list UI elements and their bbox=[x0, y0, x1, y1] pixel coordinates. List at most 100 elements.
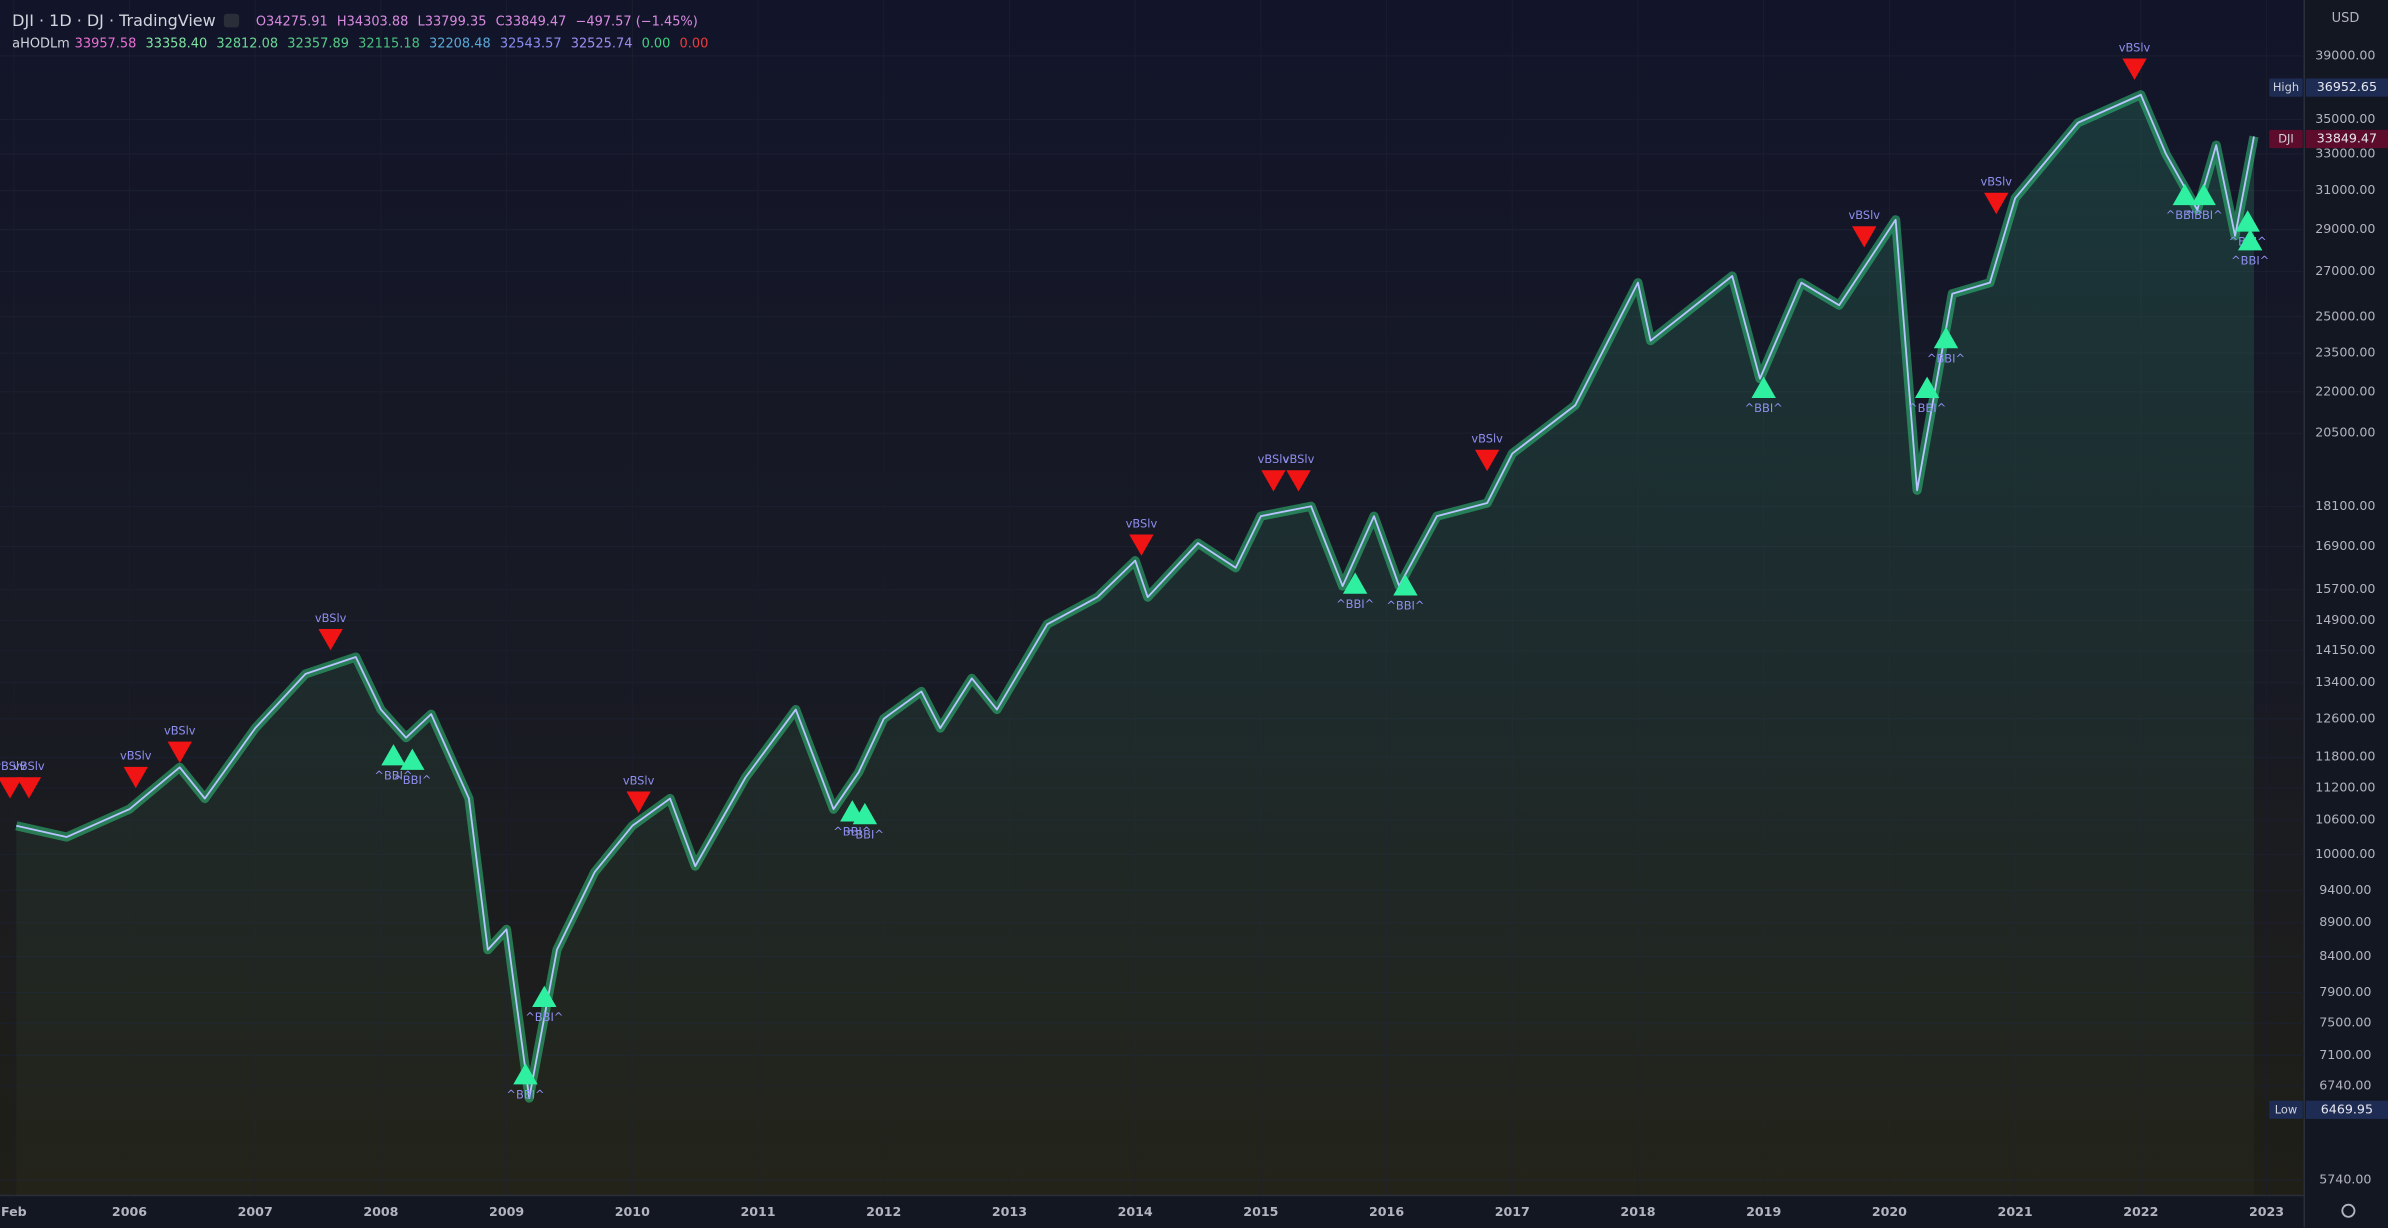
signal-label: vBSlv bbox=[1258, 452, 1290, 466]
signal-label: vBSlv bbox=[2119, 40, 2151, 54]
x-tick-label: 2012 bbox=[866, 1204, 901, 1219]
indicator-value: 0.00 bbox=[642, 37, 671, 52]
y-tick-label: 23500.00 bbox=[2315, 345, 2375, 360]
buy-signal bbox=[2191, 183, 2216, 206]
x-tick-label: 2022 bbox=[2123, 1204, 2158, 1219]
collapse-button[interactable] bbox=[223, 13, 240, 28]
price-label-tag bbox=[2269, 78, 2303, 97]
time-axis[interactable] bbox=[0, 1195, 2305, 1228]
y-tick-label: 6740.00 bbox=[2319, 1077, 2371, 1092]
sell-signal bbox=[1984, 192, 2009, 215]
x-tick-label: 2021 bbox=[1998, 1204, 2033, 1219]
y-tick-label: 16900.00 bbox=[2315, 538, 2375, 553]
sell-signal bbox=[1129, 534, 1154, 556]
signal-label: vBSlv bbox=[1126, 516, 1158, 530]
indicator-name[interactable]: aHODLm bbox=[12, 37, 70, 52]
ohlc-value: L33799.35 bbox=[418, 15, 487, 30]
signal-label: vBSlv bbox=[13, 759, 45, 773]
y-tick-label: 7100.00 bbox=[2319, 1047, 2371, 1062]
buy-signal bbox=[2237, 229, 2263, 251]
sell-signal bbox=[2122, 58, 2147, 80]
price-axis[interactable] bbox=[2304, 0, 2388, 1228]
y-tick-label: 14900.00 bbox=[2315, 612, 2375, 627]
price-label-box bbox=[2305, 129, 2388, 149]
price-label-value: 33849.47 bbox=[2317, 131, 2377, 146]
signal-label: ^BBI^ bbox=[846, 827, 884, 841]
signal-label: vBSlv bbox=[1980, 175, 2012, 189]
signal-label: ^BBI^ bbox=[1745, 401, 1783, 415]
x-tick-label: 2014 bbox=[1118, 1204, 1153, 1219]
buy-signal bbox=[2235, 210, 2260, 232]
y-tick-label: 35000.00 bbox=[2315, 111, 2375, 126]
x-tick-label: 2011 bbox=[740, 1204, 775, 1219]
y-tick-label: 20500.00 bbox=[2315, 425, 2375, 440]
signal-label: ^BBI^ bbox=[393, 773, 431, 787]
y-tick-label: 7500.00 bbox=[2319, 1015, 2371, 1030]
indicator-value: 33358.40 bbox=[145, 37, 207, 52]
y-tick-label: 8900.00 bbox=[2319, 914, 2371, 929]
y-tick-label: 33000.00 bbox=[2315, 145, 2375, 160]
signal-label: ^BBI^ bbox=[1927, 351, 1965, 365]
sell-signal bbox=[1286, 470, 1311, 492]
y-tick-label: 39000.00 bbox=[2315, 47, 2375, 62]
price-label-value: 36952.65 bbox=[2317, 79, 2377, 94]
y-tick-label: 27000.00 bbox=[2315, 263, 2375, 278]
signal-label: vBSlv bbox=[0, 759, 26, 773]
x-tick-label: 2013 bbox=[992, 1204, 1027, 1219]
buy-signal bbox=[1933, 326, 1959, 349]
x-tick-label: 2009 bbox=[489, 1204, 524, 1219]
x-tick-label: 2006 bbox=[112, 1204, 147, 1219]
x-tick-label: 2016 bbox=[1369, 1204, 1404, 1219]
signal-label: ^BBI^ bbox=[2185, 208, 2223, 222]
y-tick-label: 15700.00 bbox=[2315, 581, 2375, 596]
sell-signal bbox=[1474, 449, 1500, 472]
buy-signal bbox=[513, 1063, 538, 1085]
indicator-value: 32812.08 bbox=[216, 37, 278, 52]
y-tick-label: 31000.00 bbox=[2315, 182, 2375, 197]
sell-signal bbox=[1852, 226, 1877, 248]
price-label-box bbox=[2305, 78, 2388, 97]
sell-signal bbox=[123, 766, 148, 789]
sell-signal bbox=[1261, 470, 1286, 492]
indicator-value: 32525.74 bbox=[571, 37, 633, 52]
settings-icon[interactable] bbox=[2341, 1203, 2356, 1218]
y-tick-label: 7900.00 bbox=[2319, 984, 2371, 999]
indicator-value: 32115.18 bbox=[358, 37, 420, 52]
indicator-value: 32208.48 bbox=[429, 37, 491, 52]
indicator-value: 33957.58 bbox=[75, 37, 137, 52]
ohlc-value: O34275.91 bbox=[256, 15, 328, 30]
signal-label: ^BBI^ bbox=[2231, 254, 2269, 268]
signal-label: ^BBI^ bbox=[506, 1088, 544, 1102]
indicator-value: 0.00 bbox=[680, 37, 709, 52]
signal-label: ^BBI^ bbox=[1908, 401, 1946, 415]
x-tick-label: 2015 bbox=[1243, 1204, 1278, 1219]
y-tick-label: 5740.00 bbox=[2319, 1172, 2371, 1187]
buy-signal bbox=[1342, 572, 1368, 594]
signal-label: vBSlv bbox=[623, 773, 655, 787]
y-tick-label: 18100.00 bbox=[2315, 498, 2375, 513]
y-tick-label: 22000.00 bbox=[2315, 383, 2375, 398]
currency[interactable]: USD bbox=[2332, 11, 2360, 26]
price-label-tag bbox=[2269, 1100, 2303, 1119]
sell-signal bbox=[318, 628, 343, 651]
x-tick-label: 2019 bbox=[1746, 1204, 1781, 1219]
y-tick-label: 14150.00 bbox=[2315, 642, 2375, 657]
buy-signal bbox=[852, 802, 878, 825]
x-tick-label: 2008 bbox=[363, 1204, 398, 1219]
symbol[interactable]: DJI · 1D · DJ · TradingView bbox=[12, 11, 216, 30]
y-tick-label: 10000.00 bbox=[2315, 846, 2375, 861]
signal-label: vBSlv bbox=[120, 749, 152, 763]
signal-label: ^BBI^ bbox=[525, 1010, 563, 1024]
y-tick-label: 8400.00 bbox=[2319, 948, 2371, 963]
signal-label: ^BBI^ bbox=[374, 769, 412, 783]
x-tick-label: 2010 bbox=[615, 1204, 650, 1219]
x-tick-label: 2007 bbox=[238, 1204, 273, 1219]
sell-signal bbox=[167, 741, 192, 763]
price-label-name: High bbox=[2273, 80, 2299, 94]
indicator-value: 32543.57 bbox=[500, 37, 562, 52]
buy-signal bbox=[1914, 376, 1940, 398]
price-label-box bbox=[2305, 1100, 2388, 1119]
ohlc-value: C33849.47 bbox=[496, 15, 567, 30]
y-tick-label: 11200.00 bbox=[2315, 779, 2375, 794]
